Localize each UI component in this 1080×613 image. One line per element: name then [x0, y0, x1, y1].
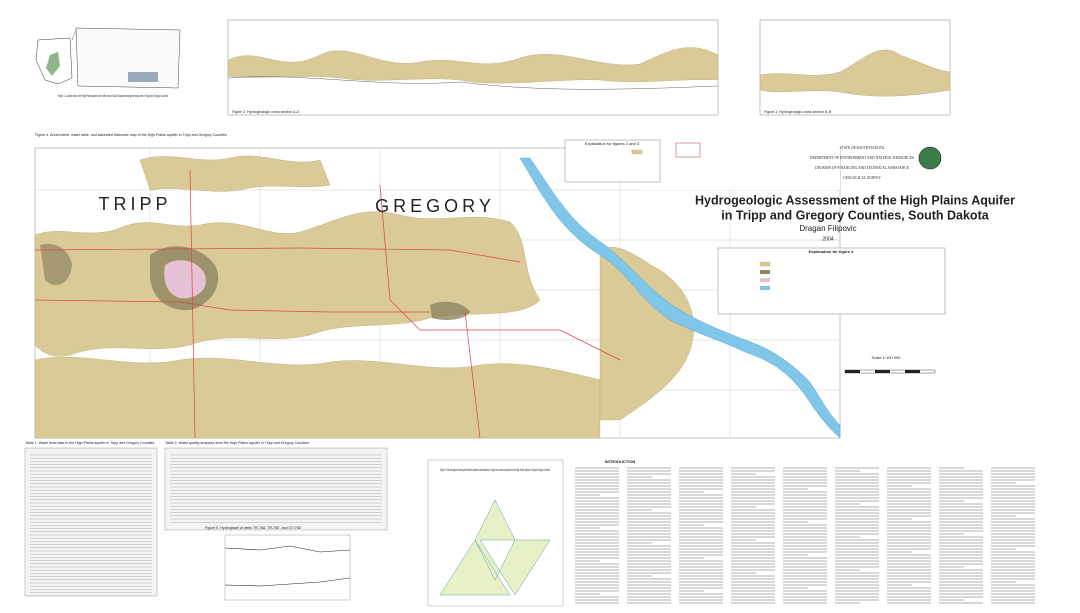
legend-swatch: [631, 149, 643, 155]
aquifer-section: [759, 49, 951, 97]
frame: [759, 19, 951, 116]
study-area: [128, 72, 158, 82]
text-columns: [575, 467, 1035, 604]
location-map: [35, 27, 181, 89]
aquifer-extent: [139, 155, 331, 192]
figure-caption: Figure 6. Trilinear diagram showing the …: [440, 468, 550, 472]
hydrograph: [224, 534, 351, 601]
agency-text: STATE OF SOUTH DAKOTA: [840, 146, 885, 150]
aquifer-extent: [46, 52, 60, 76]
author: Dragan Filipovic: [799, 224, 856, 233]
cross-section-b: [759, 19, 951, 116]
seal: [918, 146, 942, 170]
aquifer-map: [34, 147, 841, 439]
scale-segment: [845, 370, 860, 373]
aquifer-extent: [34, 211, 541, 357]
road: [34, 299, 430, 313]
agency-text: DEPARTMENT OF ENVIRONMENT AND NATURAL RE…: [810, 156, 914, 160]
cross-section-a: [227, 19, 719, 116]
legend-swatch: [760, 286, 770, 290]
agency-text: GEOLOGICAL SURVEY: [843, 176, 881, 180]
figure-caption: Figure 1. Location map of the High Plain…: [58, 94, 168, 98]
figure-caption: Figure 4. Areal extent, water table, and…: [35, 133, 227, 137]
title-backdrop: [640, 140, 840, 190]
trilinear-diagram: [439, 499, 551, 596]
poster-title: in Tripp and Gregory Counties, South Dak…: [721, 208, 989, 222]
figure-caption: Figure 5. Hydrograph of wells TR-76A, TR…: [205, 526, 302, 530]
saturated-thickness-high: [164, 260, 206, 299]
section-heading: INTRODUCTION: [605, 459, 636, 464]
saturated-thickness: [430, 301, 470, 320]
aquifer-extent: [34, 356, 601, 439]
road: [379, 184, 621, 361]
explanation-box: [564, 139, 661, 183]
table-2: [164, 447, 388, 531]
scale-bar: [844, 369, 936, 374]
missouri-river: [519, 157, 841, 439]
hydrograph-line: [224, 577, 351, 587]
scale-segment: [905, 370, 920, 373]
figure-caption: Figure 2. Hydrogeologic cross section A-…: [232, 110, 300, 114]
road: [464, 311, 481, 439]
legend-swatch: [760, 270, 770, 274]
table-caption: Table 2. Water quality analyses from the…: [165, 441, 309, 445]
county-label: TRIPP: [98, 194, 171, 214]
hydrograph-line: [224, 545, 351, 553]
saturated-thickness: [40, 243, 72, 285]
road: [34, 247, 521, 263]
year: 2004: [822, 236, 833, 242]
explanation-box: [717, 247, 946, 315]
agency-text: DIVISION OF FINANCING AND TECHNICAL ASSI…: [815, 166, 910, 170]
poster-title: Hydrogeologic Assessment of the High Pla…: [695, 193, 1015, 207]
legend-swatch: [760, 278, 770, 282]
aquifer-section: [227, 47, 719, 84]
explanation-heading: Explanation for figures 2 and 3: [585, 141, 640, 146]
figure-caption: Figure 3. Hydrogeologic cross section B-…: [764, 110, 832, 114]
legend-swatch: [759, 261, 771, 267]
explanation-heading: Explanation for figure 4: [809, 249, 854, 254]
logo: [675, 142, 701, 158]
county-label: GREGORY: [375, 196, 495, 216]
map-scale: Scale 1:100 000: [872, 355, 902, 360]
bedrock-line: [227, 76, 719, 90]
scale-segment: [875, 370, 890, 373]
road: [189, 169, 196, 439]
table-caption: Table 1. Water level data in the High Pl…: [25, 441, 155, 445]
leader: [71, 29, 77, 41]
